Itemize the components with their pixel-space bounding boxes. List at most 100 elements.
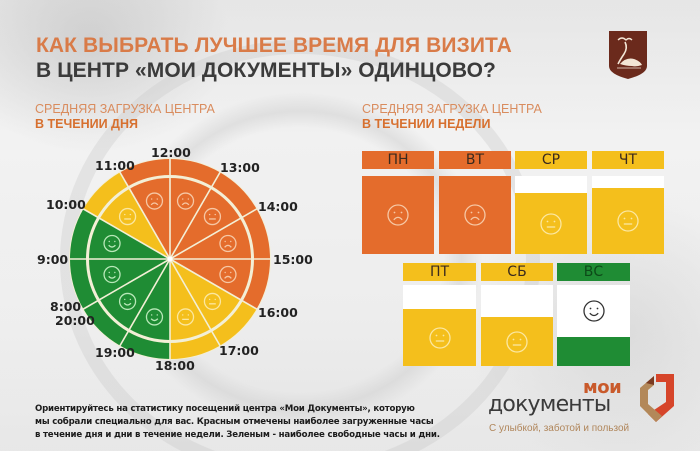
week-day-header: СР (515, 151, 587, 169)
clock-hour-divider (169, 207, 258, 260)
week-day-track (403, 285, 476, 366)
clock-label-20: 20:00 (55, 313, 95, 328)
week-section-subtitle: СРЕДНЯЯ ЗАГРУЗКА ЦЕНТРА В ТЕЧЕНИИ НЕДЕЛИ (362, 102, 542, 132)
week-day-header: ПТ (403, 263, 476, 281)
happy-face-icon (145, 308, 164, 326)
week-day-track (481, 285, 553, 366)
neutral-face-icon (617, 210, 639, 232)
page-title: КАК ВЫБРАТЬ ЛУЧШЕЕ ВРЕМЯ ДЛЯ ВИЗИТА В ЦЕ… (36, 33, 512, 83)
clock-label-15: 15:00 (273, 252, 313, 267)
week-day-column-СБ: СБ (481, 263, 553, 366)
week-subtitle-line-1: СРЕДНЯЯ ЗАГРУЗКА ЦЕНТРА (362, 102, 542, 116)
clock-hour-divider (169, 171, 222, 260)
clock-label-19: 19:00 (95, 345, 135, 360)
week-day-column-ВТ: ВТ (439, 151, 511, 254)
clock-wheel (69, 158, 271, 360)
week-day-header: ВС (557, 263, 630, 281)
footnote-text: Ориентируйтесь на статистику посещений ц… (35, 403, 440, 442)
clock-hour-divider (169, 258, 222, 347)
day-section-subtitle: СРЕДНЯЯ ЗАГРУЗКА ЦЕНТРА В ТЕЧЕНИИ ДНЯ (35, 102, 215, 132)
clock-outer-ring-segment (120, 159, 170, 187)
week-day-header: ПН (362, 151, 434, 169)
clock-wedge-11:00-12:00 (129, 178, 170, 259)
week-day-track (557, 285, 630, 366)
clock-outer-ring-segment (212, 172, 257, 217)
week-day-track (592, 176, 664, 254)
week-subtitle-line-2: В ТЕЧЕНИИ НЕДЕЛИ (362, 117, 491, 131)
clock-wedge-10:00-11:00 (99, 188, 170, 259)
title-line-2: В ЦЕНТР «МОИ ДОКУМЕНТЫ» ОДИНЦОВО? (36, 59, 496, 82)
neutral-face-icon (428, 326, 451, 349)
clock-center (167, 256, 173, 262)
clock-outer-ring-segment (120, 331, 170, 359)
week-day-column-ЧТ: ЧТ (592, 151, 664, 254)
neutral-face-icon (617, 210, 639, 232)
clock-hour-divider (118, 258, 171, 347)
clock-outer-ring-segment (170, 331, 220, 359)
footnote-line-2: мы собрали специально для вас. Красным о… (35, 417, 434, 427)
sad-face-icon (145, 192, 164, 210)
logo-word-dokumenty: документы (488, 392, 611, 417)
week-day-header: ЧТ (592, 151, 664, 169)
neutral-face-icon (540, 212, 562, 235)
clock-label-10: 10:00 (46, 197, 86, 212)
neutral-face-icon (176, 308, 195, 326)
logo-word-moi: мои (583, 377, 622, 398)
week-day-load-bar (403, 309, 476, 366)
clock-label-17: 17:00 (219, 343, 259, 358)
sad-face-icon (219, 265, 237, 284)
clock-outer-ring-segment (83, 301, 128, 346)
clock-wedge-15:00-16:00 (170, 259, 251, 300)
clock-wedge-9:00-10:00 (89, 218, 170, 259)
week-day-load-bar (439, 176, 511, 254)
week-day-track (515, 176, 587, 254)
daily-load-clock-chart: 12:00 13:00 14:00 15:00 16:00 17:00 18:0… (37, 145, 313, 373)
clock-wedge-8:00-9:00 (89, 259, 170, 300)
clock-outer-ring-segment (70, 209, 98, 259)
sad-face-icon (464, 204, 486, 226)
clock-label-11: 11:00 (95, 158, 135, 173)
happy-face-icon (103, 265, 121, 284)
day-subtitle-line-1: СРЕДНЯЯ ЗАГРУЗКА ЦЕНТРА (35, 102, 215, 116)
happy-face-icon (582, 300, 605, 322)
neutral-face-icon (203, 292, 222, 311)
week-day-track (362, 176, 434, 254)
sad-face-icon (387, 204, 409, 226)
week-day-column-ВС: ВС (557, 263, 630, 366)
clock-label-16: 16:00 (258, 305, 298, 320)
footnote-line-1: Ориентируйтесь на статистику посещений ц… (35, 404, 415, 414)
week-day-header: ВТ (439, 151, 511, 169)
neutral-face-icon (506, 330, 528, 353)
week-day-column-ПН: ПН (362, 151, 434, 254)
neutral-face-icon (428, 326, 451, 349)
clock-label-13: 13:00 (220, 160, 260, 175)
clock-outer-ring-segment (83, 172, 128, 217)
clock-outer-ring-segment (212, 301, 257, 346)
neutral-face-icon (118, 207, 137, 226)
clock-label-12: 12:00 (151, 145, 191, 160)
sad-face-icon (176, 192, 195, 210)
footnote-line-3: в течение дня и дни в течение недели. Зе… (35, 430, 440, 440)
clock-outer-ring-segment (242, 259, 270, 309)
week-day-column-ПТ: ПТ (403, 263, 476, 366)
clock-wedge-19:00-20:00 (99, 259, 170, 330)
sad-face-icon (387, 204, 409, 226)
day-subtitle-line-2: В ТЕЧЕНИИ ДНЯ (35, 117, 138, 131)
week-day-column-СР: СР (515, 151, 587, 254)
clock-outer-ring-segment (170, 159, 220, 187)
week-day-header: СБ (481, 263, 553, 281)
moi-dokumenty-logo: мои документы С улыбкой, заботой и польз… (484, 372, 694, 447)
week-day-load-bar (557, 337, 630, 366)
clock-hour-divider (118, 171, 171, 260)
clock-hour-divider (82, 207, 171, 260)
clock-outer-ring-segment (242, 209, 270, 259)
happy-face-icon (118, 292, 137, 311)
week-day-load-bar (362, 176, 434, 254)
week-day-load-bar (515, 193, 587, 254)
clock-wedge-12:00-13:00 (170, 178, 211, 259)
clock-hour-divider (82, 258, 171, 311)
week-day-load-bar (592, 188, 664, 254)
clock-wedge-18:00-19:00 (129, 259, 170, 340)
clock-wedge-16:00-17:00 (170, 259, 241, 330)
title-line-1: КАК ВЫБРАТЬ ЛУЧШЕЕ ВРЕМЯ ДЛЯ ВИЗИТА (36, 34, 512, 57)
